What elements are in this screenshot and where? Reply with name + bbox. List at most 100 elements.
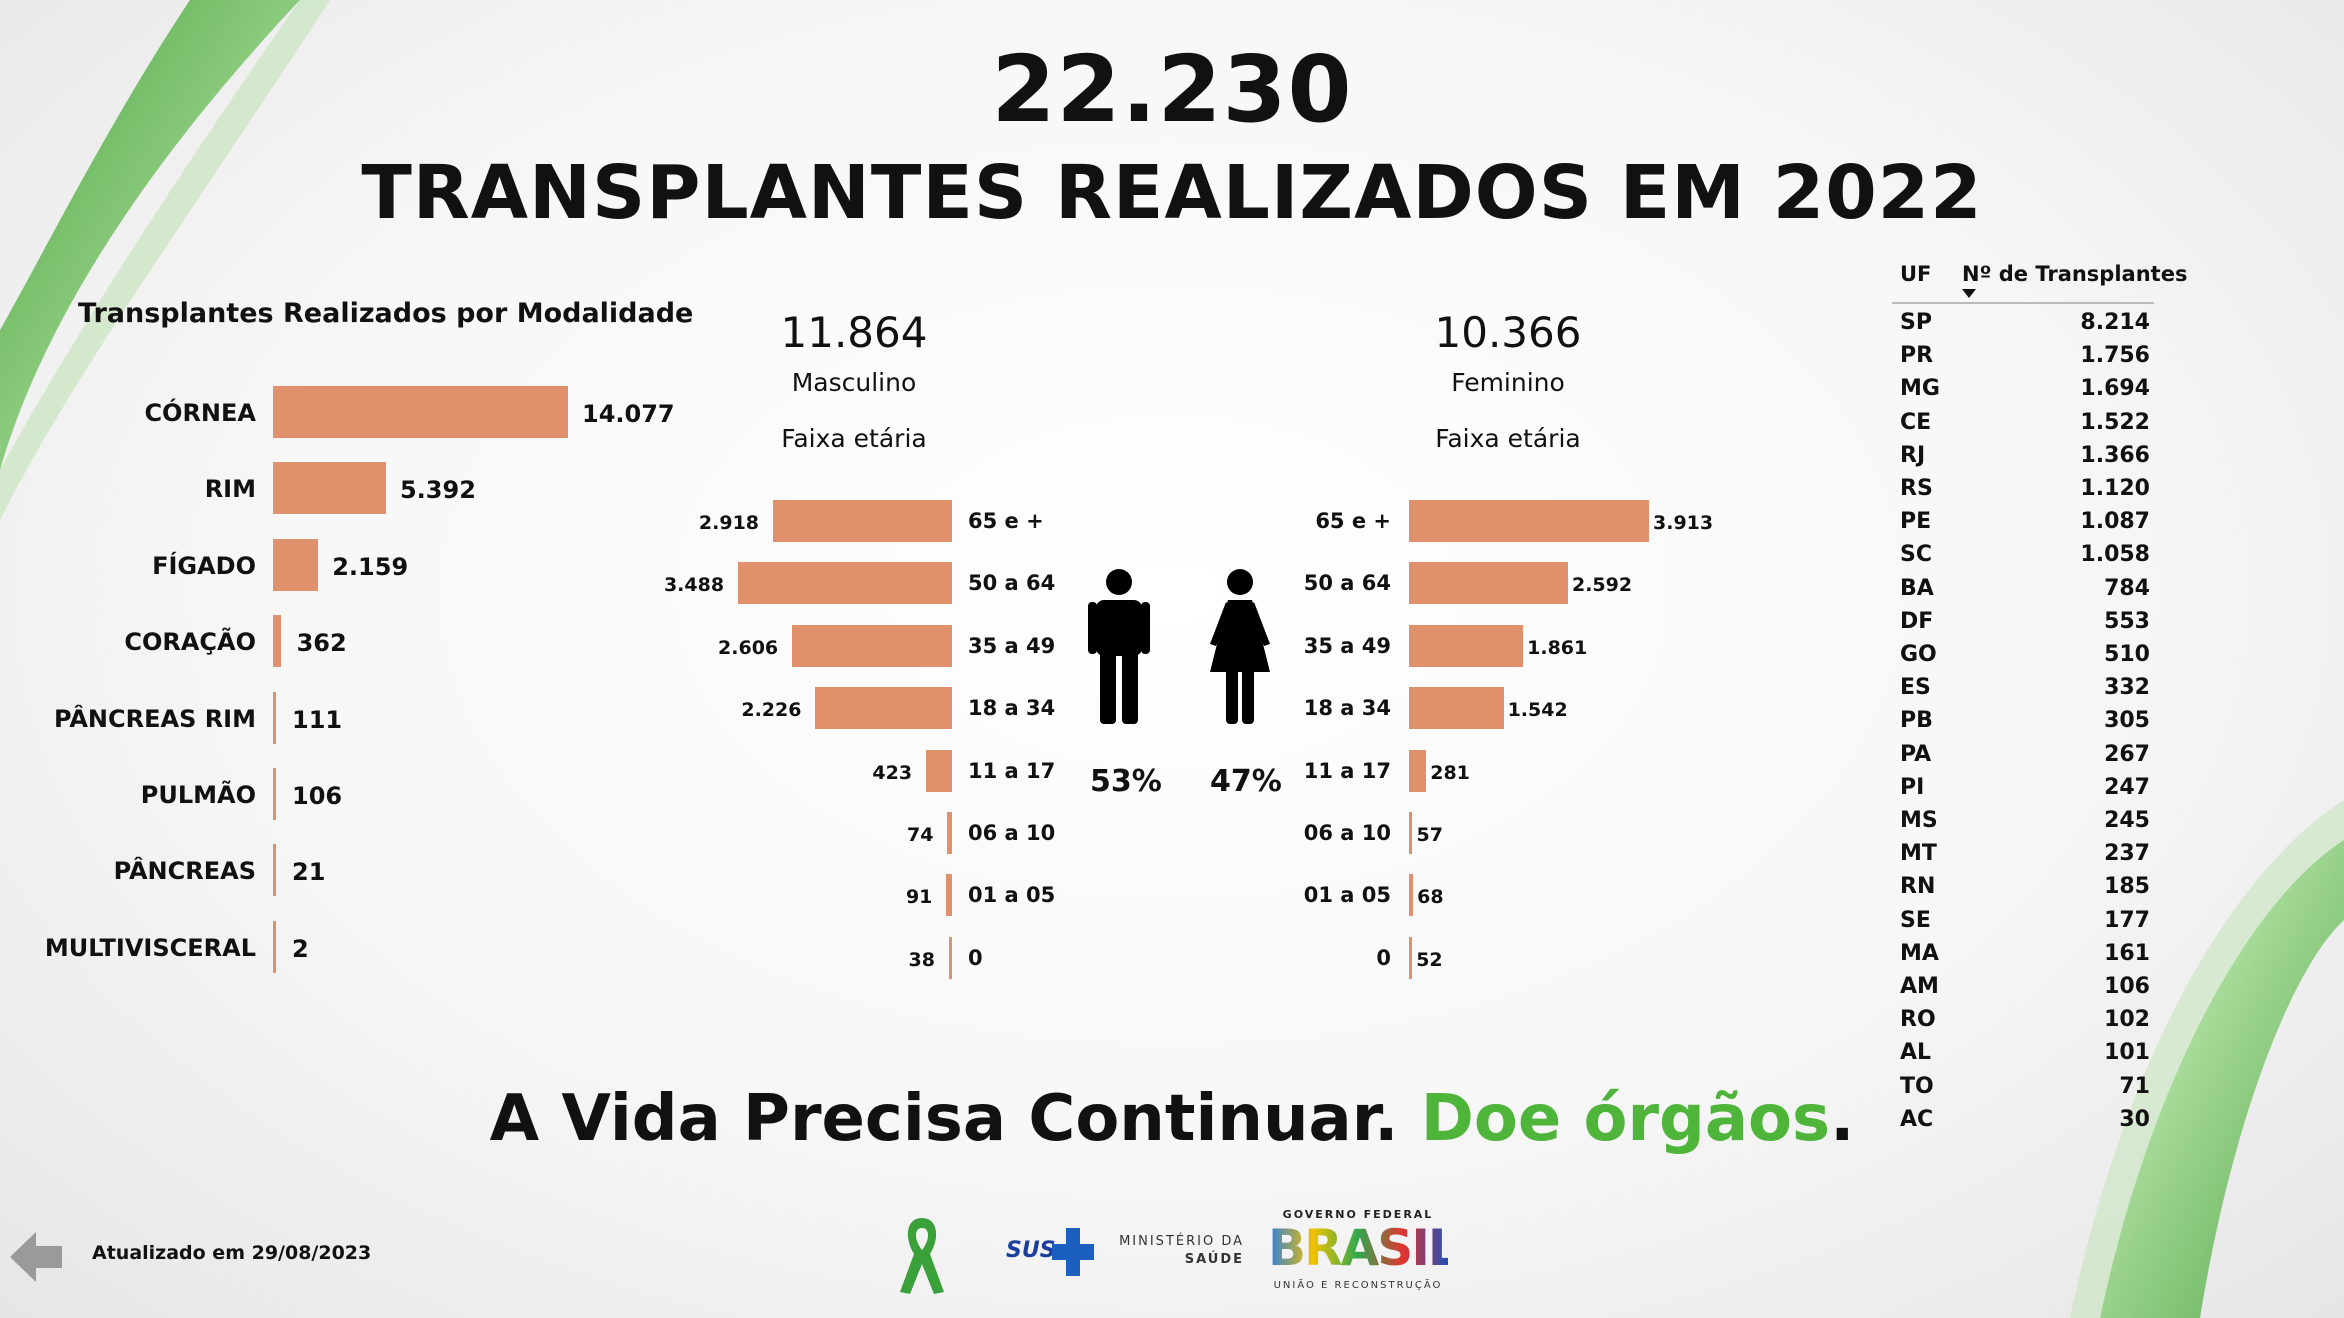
male-age-value-label: 74 — [907, 824, 934, 846]
modality-label: MULTIVISCERAL — [44, 933, 256, 962]
table-row: MS 245 — [1896, 808, 2150, 841]
male-age-value-label: 2.226 — [741, 699, 802, 722]
sus-logo-text: SUS — [1006, 1238, 1056, 1263]
transplant-count-cell: 784 — [2104, 575, 2150, 601]
transplant-count-cell: 102 — [2104, 1007, 2150, 1033]
modality-value-label: 21 — [292, 858, 326, 887]
female-age-category-label: 18 a 34 — [1303, 696, 1391, 721]
modality-label: CÓRNEA — [144, 399, 256, 427]
total-transplants: 22.230 — [991, 36, 1353, 143]
table-row: MG 1.694 — [1896, 376, 2150, 409]
male-age-bar — [947, 812, 952, 854]
male-age-bar — [773, 500, 952, 542]
uf-cell: CE — [1900, 409, 1932, 435]
female-age-value-label: 1.542 — [1507, 699, 1568, 722]
male-age-category-label: 0 — [968, 945, 983, 970]
modality-value-label: 2 — [292, 934, 309, 963]
transplant-count-cell: 1.120 — [2080, 476, 2150, 501]
uf-cell: RO — [1900, 1007, 1936, 1033]
table-header-divider — [1892, 302, 2154, 304]
female-age-category-label: 65 e + — [1315, 509, 1391, 533]
table-row: PR 1.756 — [1896, 343, 2150, 376]
uf-cell: MS — [1900, 808, 1938, 833]
modality-value-label: 106 — [292, 782, 343, 810]
female-age-category-label: 0 — [1376, 945, 1391, 970]
table-row: ES 332 — [1896, 675, 2150, 708]
female-age-bar — [1409, 624, 1524, 667]
transplant-count-cell: 305 — [2104, 708, 2150, 734]
table-row: SP 8.214 — [1896, 310, 2150, 343]
female-age-category-label: 01 a 05 — [1303, 883, 1391, 908]
male-age-category-label: 01 a 05 — [968, 883, 1056, 908]
transplants-column-header[interactable]: Nº de Transplantes — [1962, 262, 2188, 286]
modality-label: FÍGADO — [152, 551, 256, 580]
female-percent: 47% — [1210, 764, 1282, 799]
female-age-category-label: 06 a 10 — [1303, 821, 1391, 845]
slogan: A Vida Precisa Continuar. Doe órgãos. — [0, 1082, 2344, 1156]
male-age-bar — [815, 687, 952, 730]
uf-cell: ES — [1900, 675, 1931, 701]
female-age-value-label: 2.592 — [1571, 574, 1633, 597]
modality-value-label: 5.392 — [399, 476, 476, 505]
uf-cell: AL — [1900, 1040, 1932, 1066]
modality-bar — [273, 691, 276, 744]
transplant-count-cell: 332 — [2104, 675, 2150, 701]
modality-label: CORAÇÃO — [124, 628, 256, 657]
table-row: RS 1.120 — [1896, 476, 2150, 509]
female-age-category-label: 11 a 17 — [1303, 758, 1391, 783]
table-row: DF 553 — [1896, 609, 2150, 642]
female-age-bar — [1409, 687, 1504, 730]
ministerio-line1: MINISTÉRIO DA — [1119, 1234, 1244, 1249]
modality-label: PÂNCREAS — [113, 857, 256, 886]
uf-cell: PR — [1900, 343, 1934, 369]
female-age-category-label: 50 a 64 — [1303, 571, 1391, 596]
sort-descending-icon[interactable] — [1962, 289, 1976, 299]
modality-bar — [273, 462, 386, 515]
uf-cell: SP — [1900, 310, 1932, 335]
arrow-left-icon[interactable] — [10, 1228, 62, 1286]
slogan-highlight: Doe órgãos — [1420, 1082, 1831, 1156]
female-label: Feminino — [1451, 368, 1565, 397]
male-age-title: Faixa etária — [781, 424, 927, 453]
table-row: PA 267 — [1896, 742, 2150, 775]
male-age-value-label: 3.488 — [663, 574, 725, 597]
table-row: BA 784 — [1896, 576, 2150, 609]
male-age-value-label: 2.918 — [698, 512, 760, 534]
modality-bar — [273, 615, 281, 668]
transplant-count-cell: 510 — [2104, 642, 2150, 667]
page-title: TRANSPLANTES REALIZADOS EM 2022 — [361, 150, 1983, 236]
table-row: PE 1.087 — [1896, 509, 2150, 542]
transplant-count-cell: 101 — [2104, 1040, 2150, 1066]
modality-bar — [273, 386, 568, 438]
male-age-bar — [949, 936, 952, 979]
uf-cell: PI — [1900, 774, 1925, 800]
updated-date: Atualizado em 29/08/2023 — [92, 1242, 372, 1264]
modality-value-label: 2.159 — [332, 552, 409, 581]
uf-cell: MT — [1900, 841, 1937, 867]
male-icon — [1088, 569, 1150, 724]
modality-value-label: 362 — [296, 629, 347, 658]
male-age-category-label: 35 a 49 — [968, 633, 1056, 658]
modality-chart-title: Transplantes Realizados por Modalidade — [78, 298, 694, 329]
modality-label: PULMÃO — [140, 781, 256, 809]
female-age-category-label: 35 a 49 — [1303, 633, 1391, 658]
table-row: RO 102 — [1896, 1007, 2150, 1040]
brasil-logo-text: BRASIL — [1268, 1219, 1460, 1277]
uf-cell: RN — [1900, 874, 1936, 900]
uf-cell: GO — [1900, 642, 1937, 667]
table-row: CE 1.522 — [1896, 410, 2150, 443]
transplant-count-cell: 1.756 — [2080, 343, 2150, 369]
uf-cell: RJ — [1900, 442, 1926, 468]
uf-column-header[interactable]: UF — [1900, 262, 1932, 286]
table-row: TO 71 — [1896, 1074, 2150, 1107]
transplant-count-cell: 553 — [2104, 608, 2150, 634]
modality-bar — [273, 768, 276, 820]
transplant-count-cell: 1.522 — [2080, 409, 2150, 435]
sus-cross-icon — [1052, 1228, 1094, 1276]
female-age-value-label: 1.861 — [1527, 636, 1588, 659]
transplant-count-cell: 71 — [2119, 1073, 2150, 1099]
uf-cell: RS — [1900, 476, 1933, 501]
table-row: MA 161 — [1896, 941, 2150, 974]
female-total: 10.366 — [1434, 308, 1582, 357]
slogan-period: . — [1830, 1082, 1855, 1156]
